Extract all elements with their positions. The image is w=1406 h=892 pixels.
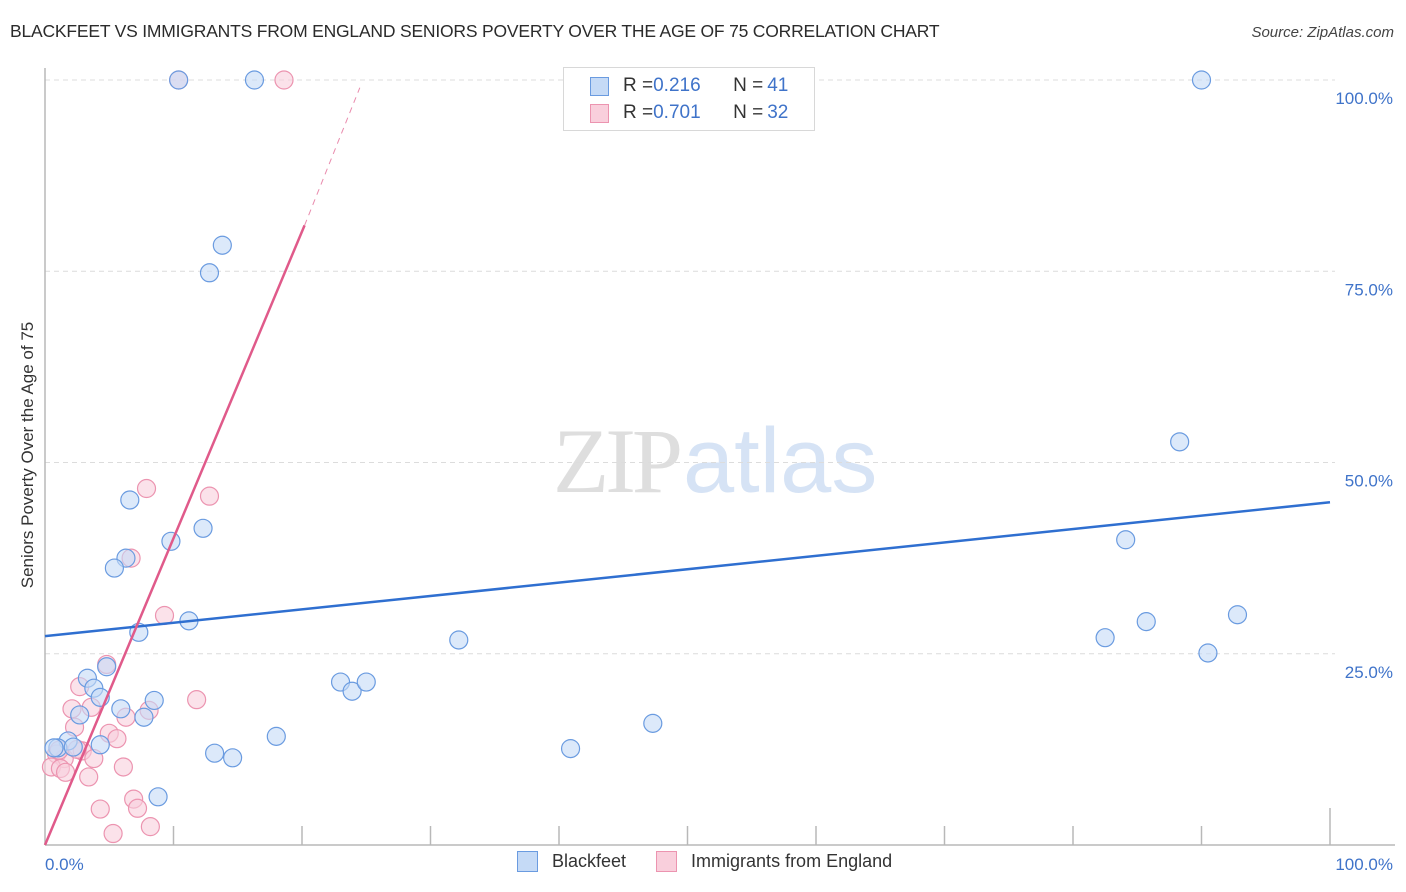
tick-labels: 100.0% 75.0% 50.0% 25.0% 0.0% 100.0%: [45, 89, 1393, 874]
data-point: [266, 726, 286, 746]
gridlines: [45, 79, 1335, 655]
data-point: [187, 690, 207, 710]
chart-title: BLACKFEET VS IMMIGRANTS FROM ENGLAND SEN…: [10, 21, 940, 41]
data-point: [127, 798, 148, 818]
data-point: [1095, 628, 1115, 648]
axes: [44, 68, 1395, 846]
blackfeet-swatch: [517, 851, 538, 872]
data-point: [205, 743, 225, 763]
r-value: 0.701: [653, 102, 701, 123]
y-tick-label: 50.0%: [1345, 472, 1393, 491]
england-trendline: [43, 224, 306, 846]
r-label: R =: [623, 75, 654, 96]
data-point: [148, 787, 168, 807]
series-blackfeet: [44, 70, 1248, 807]
legend-label: Blackfeet: [552, 851, 627, 871]
data-point: [90, 735, 110, 755]
data-point: [199, 486, 220, 506]
r-value: 0.216: [653, 75, 701, 96]
data-point: [223, 748, 243, 768]
data-point: [342, 681, 362, 701]
data-point: [107, 729, 127, 749]
watermark-zip: ZIP: [553, 410, 683, 512]
n-label: N =: [733, 75, 764, 96]
x-tick-label: 0.0%: [45, 855, 84, 874]
watermark-atlas: atlas: [683, 410, 878, 512]
data-point: [104, 558, 124, 578]
data-point: [449, 630, 469, 650]
data-point: [1227, 605, 1248, 625]
n-value: 41: [767, 75, 789, 96]
blackfeet-swatch: [590, 76, 609, 96]
england-trendline-extension: [304, 87, 361, 226]
data-point: [90, 799, 110, 819]
data-point: [113, 757, 133, 777]
correlation-legend: R = 0.216 N = 41 R = 0.701 N = 32: [563, 67, 815, 131]
data-point: [97, 657, 117, 677]
data-point: [560, 739, 581, 759]
n-value: 32: [767, 102, 789, 123]
data-point: [643, 713, 663, 733]
data-point: [144, 690, 164, 711]
legend-item-england[interactable]: Immigrants from England: [656, 851, 892, 872]
y-axis-label: Seniors Poverty Over the Age of 75: [18, 321, 37, 589]
series-immigrants-from-england: [41, 70, 294, 844]
series-legend: Blackfeet Immigrants from England: [517, 851, 922, 872]
blackfeet-trendline: [44, 501, 1331, 638]
data-point: [274, 70, 294, 90]
data-point: [140, 817, 160, 837]
data-point: [356, 672, 376, 692]
data-point: [1116, 530, 1136, 550]
data-point: [169, 70, 189, 90]
y-tick-label: 75.0%: [1345, 280, 1393, 299]
england-swatch: [656, 851, 678, 872]
data-point: [44, 738, 64, 758]
data-point: [111, 699, 131, 719]
data-point: [212, 235, 232, 255]
y-tick-label: 100.0%: [1335, 89, 1393, 108]
data-point: [79, 767, 99, 787]
data-point: [134, 707, 154, 727]
legend-row-england: R = 0.701 N = 32: [590, 102, 788, 124]
trendlines: [43, 87, 1331, 846]
legend-item-blackfeet[interactable]: Blackfeet: [517, 851, 626, 872]
source-label: Source: ZipAtlas.com: [1251, 24, 1394, 41]
data-point: [63, 737, 83, 757]
data-point: [1136, 612, 1156, 632]
data-point: [1191, 70, 1212, 90]
legend-label: Immigrants from England: [691, 851, 893, 871]
data-point: [193, 518, 213, 538]
legend-row-blackfeet: R = 0.216 N = 41: [590, 75, 788, 97]
data-point: [1170, 432, 1190, 452]
data-point: [199, 263, 220, 283]
england-swatch: [590, 103, 609, 123]
zipatlas-watermark: ZIPatlas: [553, 408, 877, 514]
data-point: [70, 705, 90, 725]
y-tick-label: 25.0%: [1345, 663, 1393, 682]
data-point: [244, 70, 265, 90]
x-tick-label: 100.0%: [1335, 855, 1393, 874]
data-point: [103, 823, 123, 844]
data-point: [1198, 643, 1218, 663]
n-label: N =: [733, 102, 764, 123]
data-point: [136, 478, 157, 499]
r-label: R =: [623, 102, 654, 123]
data-point: [120, 490, 140, 510]
